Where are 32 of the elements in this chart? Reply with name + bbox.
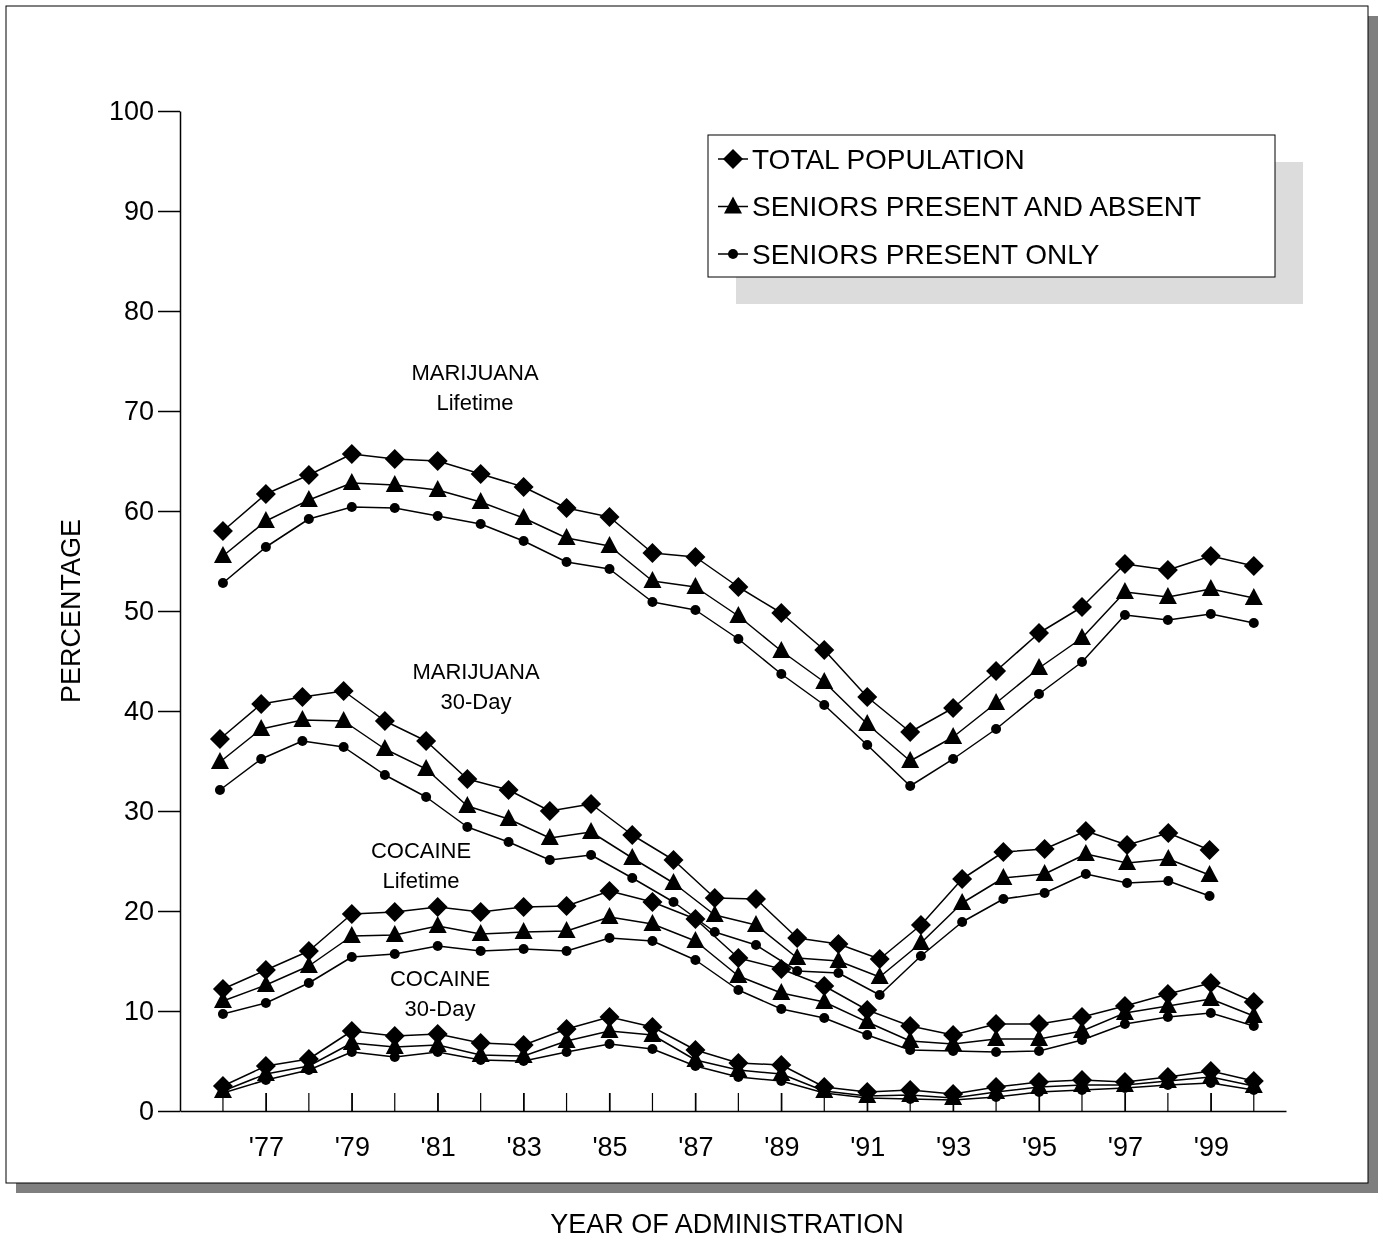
- x-tick-label: '77: [248, 1132, 284, 1163]
- y-axis-title: PERCENTAGE: [56, 518, 86, 704]
- x-tick-label: '87: [678, 1132, 714, 1163]
- legend-label: SENIORS PRESENT ONLY: [752, 238, 1100, 270]
- x-tick-label: '89: [764, 1132, 800, 1163]
- annotation: MARIJUANA Lifetime: [411, 359, 539, 415]
- x-tick-label: '81: [420, 1132, 456, 1163]
- y-tick-label: 70: [123, 396, 154, 427]
- x-tick-label: '99: [1193, 1132, 1229, 1163]
- y-tick-label: 100: [108, 96, 154, 127]
- y-tick-label: 50: [123, 596, 154, 627]
- y-tick-label: 30: [123, 796, 154, 827]
- annotation: COCAINE Lifetime: [370, 837, 472, 893]
- y-tick-label: 10: [123, 996, 154, 1027]
- y-tick-label: 0: [138, 1096, 154, 1127]
- y-tick-label: 60: [123, 496, 154, 527]
- x-tick-label: '79: [334, 1132, 370, 1163]
- x-axis-title: YEAR OF ADMINISTRATION: [550, 1209, 904, 1239]
- legend-label: TOTAL POPULATION: [752, 143, 1025, 175]
- x-tick-label: '93: [936, 1132, 972, 1163]
- y-tick-label: 20: [123, 896, 154, 927]
- x-tick-label: '95: [1021, 1132, 1058, 1163]
- x-tick-label: '91: [850, 1132, 886, 1163]
- x-tick-label: '83: [506, 1132, 542, 1163]
- x-tick-label: '85: [592, 1132, 628, 1163]
- x-tick-label: '97: [1107, 1132, 1144, 1163]
- y-tick-label: 90: [123, 196, 154, 227]
- legend-label: SENIORS PRESENT AND ABSENT: [752, 191, 1202, 223]
- annotation: COCAINE 30-Day: [389, 965, 491, 1021]
- y-tick-label: 80: [123, 296, 154, 327]
- annotation: MARIJUANA 30-Day: [412, 658, 540, 714]
- y-tick-label: 40: [123, 696, 154, 727]
